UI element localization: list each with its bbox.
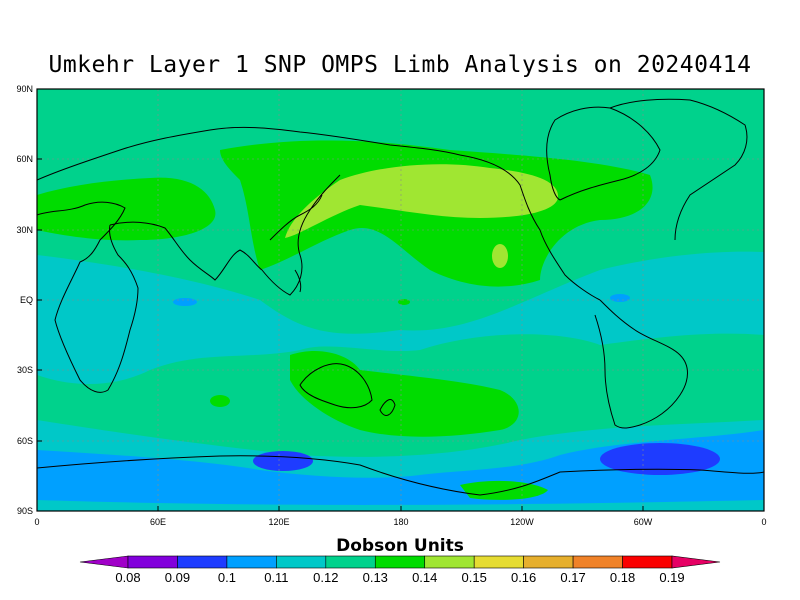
low-009-b [600, 443, 720, 475]
band-012-pole [37, 500, 764, 511]
speck-011-b [610, 294, 630, 302]
colorbar-arrow-low [79, 555, 129, 569]
colorbar-swatch [127, 555, 178, 569]
colorbar-tick-label: 0.18 [610, 570, 635, 585]
lat-label-eq: EQ [20, 295, 33, 305]
colorbar-tick-label: 0.13 [363, 570, 388, 585]
colorbar-arrow-high [671, 555, 721, 569]
spot-014 [210, 395, 230, 407]
lon-label-0-right: 0 [761, 517, 766, 527]
colorbar-swatch [276, 555, 327, 569]
lat-label-60s: 60S [17, 436, 33, 446]
ticks [37, 88, 644, 512]
colorbar-swatch [424, 555, 475, 569]
band-012-tropical [37, 251, 764, 385]
lat-label-60n: 60N [16, 154, 33, 164]
band-014-south-pacific [290, 350, 519, 437]
lat-label-90s: 90S [17, 506, 33, 516]
colorbar-tick-label: 0.09 [165, 570, 190, 585]
spot-015 [492, 244, 508, 268]
colorbar-swatch [622, 555, 673, 569]
colorbar-tick-label: 0.12 [313, 570, 338, 585]
colorbar-tick-label: 0.16 [511, 570, 536, 585]
low-009-a [253, 451, 313, 471]
colorbar-tick-label: 0.14 [412, 570, 437, 585]
low-011-c [45, 454, 105, 470]
band-015-north-pacific [285, 164, 559, 238]
colorbar-tick-label: 0.17 [560, 570, 585, 585]
map-title: Umkehr Layer 1 SNP OMPS Limb Analysis on… [48, 52, 752, 78]
colorbar-tick-label: 0.08 [115, 570, 140, 585]
speck-011-a [173, 298, 197, 306]
lon-label-120e: 120E [268, 517, 289, 527]
colorbar-label: Dobson Units [336, 536, 464, 556]
lon-label-120w: 120W [510, 517, 534, 527]
lon-label-0-left: 0 [34, 517, 39, 527]
colorbar-swatch [523, 555, 574, 569]
band-014-west [37, 177, 216, 241]
coastlines [37, 98, 764, 496]
lon-label-60w: 60W [634, 517, 653, 527]
colorbar-swatch [226, 555, 277, 569]
band-011-south [37, 430, 764, 511]
colorbar-swatch [177, 555, 228, 569]
colorbar-swatch [473, 555, 524, 569]
colorbar-swatch [572, 555, 623, 569]
lon-label-60e: 60E [150, 517, 166, 527]
colorbar: 0.08 0.09 0.1 0.11 0.12 0.13 0.14 0.15 0.16 0.17 0… [79, 555, 721, 585]
colorbar-tick-label: 0.1 [218, 570, 236, 585]
lon-label-180: 180 [393, 517, 408, 527]
lat-label-30s: 30S [17, 365, 33, 375]
colorbar-tick-label: 0.19 [659, 570, 684, 585]
colorbar-swatch [325, 555, 376, 569]
ozone-field [37, 89, 764, 511]
graticule [37, 89, 764, 511]
colorbar-tick-label: 0.11 [264, 570, 288, 585]
colorbar-tick-label: 0.15 [462, 570, 487, 585]
lat-label-30n: 30N [16, 225, 33, 235]
lat-label-90n: 90N [16, 84, 33, 94]
colorbar-swatch [374, 555, 426, 569]
